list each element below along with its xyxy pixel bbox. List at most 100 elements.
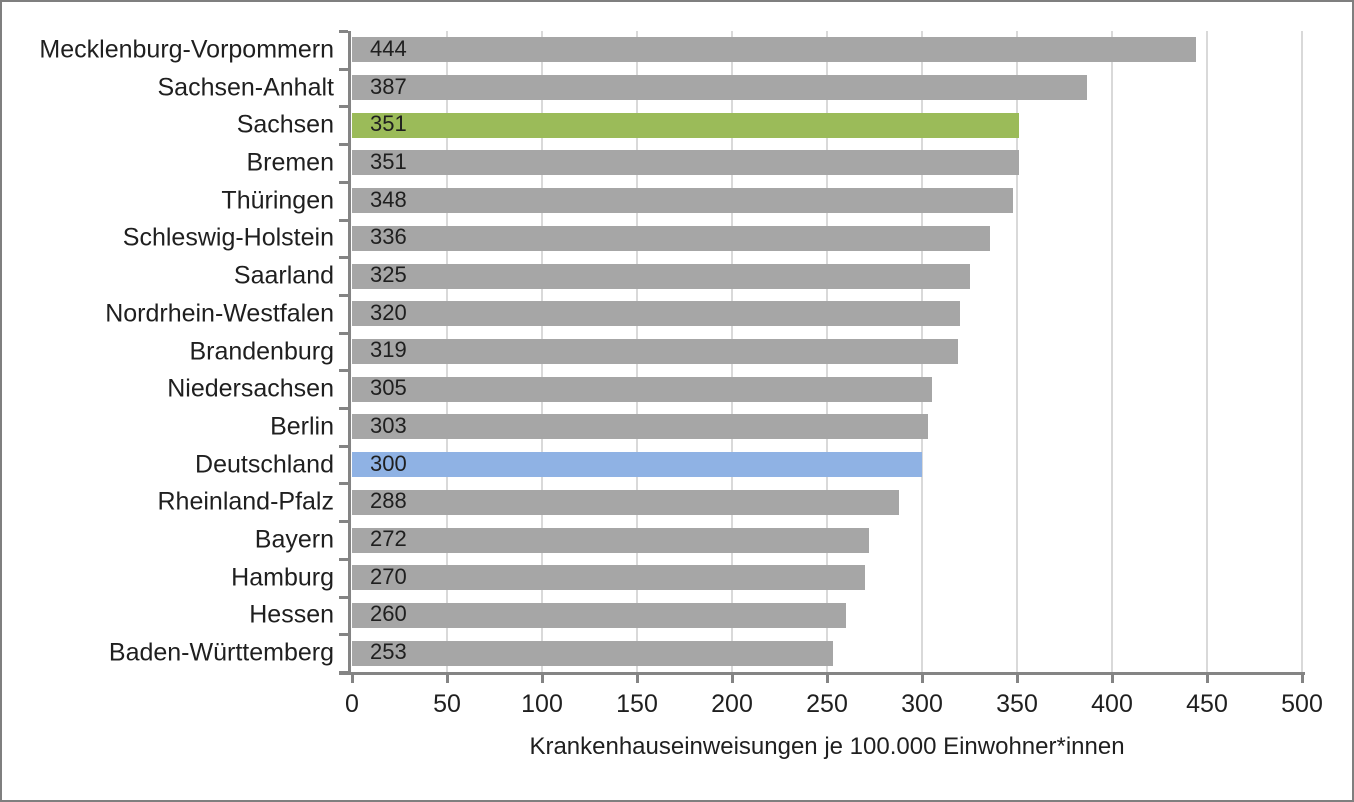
bar-brandenburg: 319 (352, 337, 959, 364)
category-label-rheinland-pfalz: Rheinland-Pfalz (157, 487, 335, 516)
category-label-berlin: Berlin (270, 412, 334, 441)
y-axis-tick (339, 293, 348, 297)
x-axis-tick-label-0: 0 (345, 690, 359, 718)
bar-niedersachsen: 305 (352, 375, 932, 402)
category-label-sachsen: Sachsen (236, 110, 334, 139)
bar-row: 387 (352, 69, 1302, 107)
gridline-450 (1206, 31, 1208, 672)
bar-schleswig-holstein: 336 (352, 224, 991, 251)
bar-value-label: 300 (370, 450, 407, 476)
y-axis-tick (339, 482, 348, 486)
category-label-bayern: Bayern (254, 525, 334, 554)
category-label-baden-w-rttemberg: Baden-Württemberg (108, 638, 334, 667)
x-axis-title: Krankenhauseinweisungen je 100.000 Einwo… (529, 733, 1125, 760)
y-axis-tick (339, 595, 348, 599)
gridline-500 (1301, 31, 1303, 672)
bar-row: 288 (352, 483, 1302, 521)
bar-value-label: 319 (370, 337, 407, 363)
bar-row: 320 (352, 295, 1302, 333)
x-axis-tick-500 (1301, 672, 1304, 683)
bar-row: 351 (352, 144, 1302, 182)
y-axis-tick (339, 444, 348, 448)
bar-saarland: 325 (352, 262, 970, 289)
category-label-deutschland: Deutschland (195, 450, 334, 479)
category-label-saarland: Saarland (233, 261, 334, 290)
bar-row: 305 (352, 370, 1302, 408)
x-axis-tick-label-250: 250 (806, 690, 848, 718)
y-axis-tick (339, 180, 348, 184)
category-label-mecklenburg-vorpommern: Mecklenburg-Vorpommern (39, 35, 334, 64)
x-axis-tick-0 (351, 672, 354, 683)
bar-row: 325 (352, 257, 1302, 295)
x-axis-tick-label-450: 450 (1186, 690, 1228, 718)
bar-row: 253 (352, 634, 1302, 672)
bar-value-label: 272 (370, 525, 407, 551)
bar-value-label: 444 (370, 35, 407, 61)
bar-value-label: 270 (370, 563, 407, 589)
x-axis-tick-400 (1111, 672, 1114, 683)
y-axis-tick (339, 143, 348, 147)
y-axis-tick (339, 218, 348, 222)
y-axis-line (348, 31, 351, 675)
gridline-400 (1111, 31, 1113, 672)
category-label-th-ringen: Thüringen (221, 186, 334, 215)
bar-value-label: 305 (370, 375, 407, 401)
x-axis-tick-label-300: 300 (901, 690, 943, 718)
y-axis-tick (339, 557, 348, 561)
bar-berlin: 303 (352, 412, 928, 440)
bar-bremen: 351 (352, 148, 1019, 176)
x-axis-tick-50 (446, 672, 449, 683)
bar-value-label: 387 (370, 73, 407, 99)
bar-value-label: 351 (370, 148, 407, 174)
bar-value-label: 253 (370, 639, 407, 665)
category-label-sachsen-anhalt: Sachsen-Anhalt (157, 73, 334, 102)
bar-row: 270 (352, 559, 1302, 597)
x-axis-tick-450 (1206, 672, 1209, 683)
plot-area: 444 387 351 351 348 336 325 320 319 305 303 300 288 2… (352, 31, 1303, 672)
x-axis-tick-label-200: 200 (711, 690, 753, 718)
bar-value-label: 303 (370, 412, 407, 438)
x-axis-tick-150 (636, 672, 639, 683)
bar-value-label: 336 (370, 224, 407, 250)
x-axis-tick-label-100: 100 (521, 690, 563, 718)
bar-deutschland: 300 (352, 450, 922, 478)
bar-value-label: 320 (370, 299, 407, 325)
category-label-hessen: Hessen (249, 600, 334, 629)
y-axis-tick (339, 407, 348, 411)
y-axis-tick (339, 105, 348, 109)
bar-row: 319 (352, 333, 1302, 371)
bar-hamburg: 270 (352, 563, 865, 591)
y-axis-tick (339, 520, 348, 524)
bar-value-label: 351 (370, 111, 407, 137)
bar-value-label: 325 (370, 262, 407, 288)
x-axis-tick-300 (921, 672, 924, 683)
y-axis-tick (339, 633, 348, 637)
bar-hessen: 260 (352, 601, 846, 628)
category-label-nordrhein-westfalen: Nordrhein-Westfalen (105, 299, 334, 328)
bar-row: 300 (352, 446, 1302, 484)
x-axis-line (339, 672, 1305, 675)
bar-sachsen: 351 (352, 111, 1019, 138)
category-label-bremen: Bremen (246, 148, 334, 177)
bar-row: 272 (352, 521, 1302, 559)
x-axis-tick-label-350: 350 (996, 690, 1038, 718)
bar-row: 348 (352, 182, 1302, 220)
x-axis-tick-350 (1016, 672, 1019, 683)
x-axis-tick-label-400: 400 (1091, 690, 1133, 718)
bar-mecklenburg-vorpommern: 444 (352, 35, 1196, 63)
category-label-schleswig-holstein: Schleswig-Holstein (122, 223, 334, 252)
bar-bayern: 272 (352, 525, 869, 553)
bar-value-label: 348 (370, 186, 407, 212)
x-axis-tick-100 (541, 672, 544, 683)
y-axis-tick (339, 369, 348, 373)
x-axis-tick-200 (731, 672, 734, 683)
x-axis-tick-label-500: 500 (1281, 690, 1323, 718)
bar-sachsen-anhalt: 387 (352, 73, 1088, 101)
y-axis-tick (339, 67, 348, 71)
bar-th-ringen: 348 (352, 186, 1014, 214)
bar-rheinland-pfalz: 288 (352, 488, 900, 515)
bar-value-label: 260 (370, 601, 407, 627)
bar-row: 303 (352, 408, 1302, 446)
bar-value-label: 288 (370, 488, 407, 514)
